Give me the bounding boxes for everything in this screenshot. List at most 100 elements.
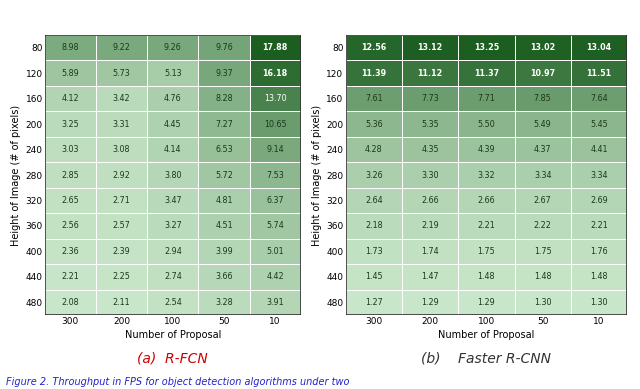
Text: 16.18: 16.18 <box>262 69 288 78</box>
Text: 7.61: 7.61 <box>365 94 383 103</box>
Bar <box>198 188 250 213</box>
Bar <box>402 86 458 111</box>
Text: 5.89: 5.89 <box>61 69 79 78</box>
Text: 2.25: 2.25 <box>113 272 131 281</box>
Text: 1.74: 1.74 <box>421 247 439 256</box>
Bar <box>571 60 627 86</box>
Bar <box>571 264 627 290</box>
Text: 5.73: 5.73 <box>113 69 131 78</box>
Bar <box>402 239 458 264</box>
Text: 7.53: 7.53 <box>266 170 284 180</box>
Text: 13.25: 13.25 <box>474 43 499 52</box>
Bar <box>96 86 147 111</box>
Bar <box>147 239 198 264</box>
Bar <box>198 111 250 137</box>
Bar <box>45 35 96 60</box>
Text: 2.21: 2.21 <box>477 221 495 230</box>
Bar <box>346 188 402 213</box>
Bar <box>346 137 402 162</box>
Bar <box>515 162 571 188</box>
Text: 2.65: 2.65 <box>61 196 79 205</box>
Text: 2.92: 2.92 <box>113 170 131 180</box>
Bar <box>147 162 198 188</box>
Text: 3.31: 3.31 <box>113 120 131 129</box>
Bar <box>198 213 250 239</box>
Bar <box>147 35 198 60</box>
Text: 5.49: 5.49 <box>534 120 552 129</box>
Bar <box>45 213 96 239</box>
Bar <box>515 86 571 111</box>
Text: 13.02: 13.02 <box>530 43 556 52</box>
Bar <box>198 137 250 162</box>
Text: 9.76: 9.76 <box>215 43 233 52</box>
Text: 2.11: 2.11 <box>113 298 131 307</box>
Bar <box>346 111 402 137</box>
Bar <box>458 60 515 86</box>
Bar <box>198 60 250 86</box>
Text: 2.08: 2.08 <box>61 298 79 307</box>
Text: 3.27: 3.27 <box>164 221 182 230</box>
Bar <box>250 213 301 239</box>
Text: 13.04: 13.04 <box>586 43 612 52</box>
Bar <box>402 137 458 162</box>
Text: 9.26: 9.26 <box>164 43 182 52</box>
Bar <box>515 111 571 137</box>
Text: 2.74: 2.74 <box>164 272 182 281</box>
Bar <box>402 264 458 290</box>
Bar <box>45 264 96 290</box>
Bar <box>96 111 147 137</box>
Text: 2.85: 2.85 <box>61 170 79 180</box>
Bar <box>45 239 96 264</box>
Text: 1.29: 1.29 <box>477 298 495 307</box>
Bar <box>96 35 147 60</box>
Text: 2.69: 2.69 <box>590 196 608 205</box>
Bar <box>96 213 147 239</box>
Bar <box>96 162 147 188</box>
Bar <box>458 111 515 137</box>
Text: (b)    Faster R-CNN: (b) Faster R-CNN <box>421 352 552 366</box>
Bar <box>250 86 301 111</box>
Text: 11.51: 11.51 <box>586 69 612 78</box>
Text: 3.34: 3.34 <box>534 170 552 180</box>
Bar <box>458 35 515 60</box>
Text: 7.27: 7.27 <box>215 120 233 129</box>
X-axis label: Number of Proposal: Number of Proposal <box>438 330 534 340</box>
Bar <box>346 35 402 60</box>
Bar <box>571 86 627 111</box>
Text: 11.12: 11.12 <box>417 69 443 78</box>
Y-axis label: Height of Image (# of pixels): Height of Image (# of pixels) <box>312 105 322 245</box>
Text: 2.36: 2.36 <box>61 247 79 256</box>
Bar <box>45 162 96 188</box>
Bar <box>45 137 96 162</box>
Bar <box>571 188 627 213</box>
Text: 5.72: 5.72 <box>215 170 233 180</box>
Bar <box>571 290 627 315</box>
Bar <box>45 60 96 86</box>
Bar <box>402 162 458 188</box>
Text: 1.76: 1.76 <box>590 247 608 256</box>
Bar <box>571 111 627 137</box>
Text: Figure 2. Throughput in FPS for object detection algorithms under two: Figure 2. Throughput in FPS for object d… <box>6 377 350 387</box>
Bar <box>198 290 250 315</box>
Text: 1.27: 1.27 <box>365 298 383 307</box>
Bar <box>571 35 627 60</box>
Text: 3.28: 3.28 <box>215 298 233 307</box>
Text: 12.56: 12.56 <box>361 43 387 52</box>
Bar <box>198 264 250 290</box>
Bar <box>458 188 515 213</box>
Bar <box>458 137 515 162</box>
Text: 5.74: 5.74 <box>266 221 284 230</box>
Bar <box>515 290 571 315</box>
Text: 2.21: 2.21 <box>590 221 608 230</box>
Text: 1.47: 1.47 <box>421 272 439 281</box>
Text: 4.51: 4.51 <box>215 221 233 230</box>
Text: 3.66: 3.66 <box>215 272 233 281</box>
Bar <box>147 86 198 111</box>
Text: 11.39: 11.39 <box>361 69 387 78</box>
Bar <box>96 188 147 213</box>
Bar <box>346 86 402 111</box>
Bar <box>147 290 198 315</box>
Text: 9.37: 9.37 <box>215 69 233 78</box>
Text: 3.91: 3.91 <box>266 298 284 307</box>
Bar <box>250 111 301 137</box>
